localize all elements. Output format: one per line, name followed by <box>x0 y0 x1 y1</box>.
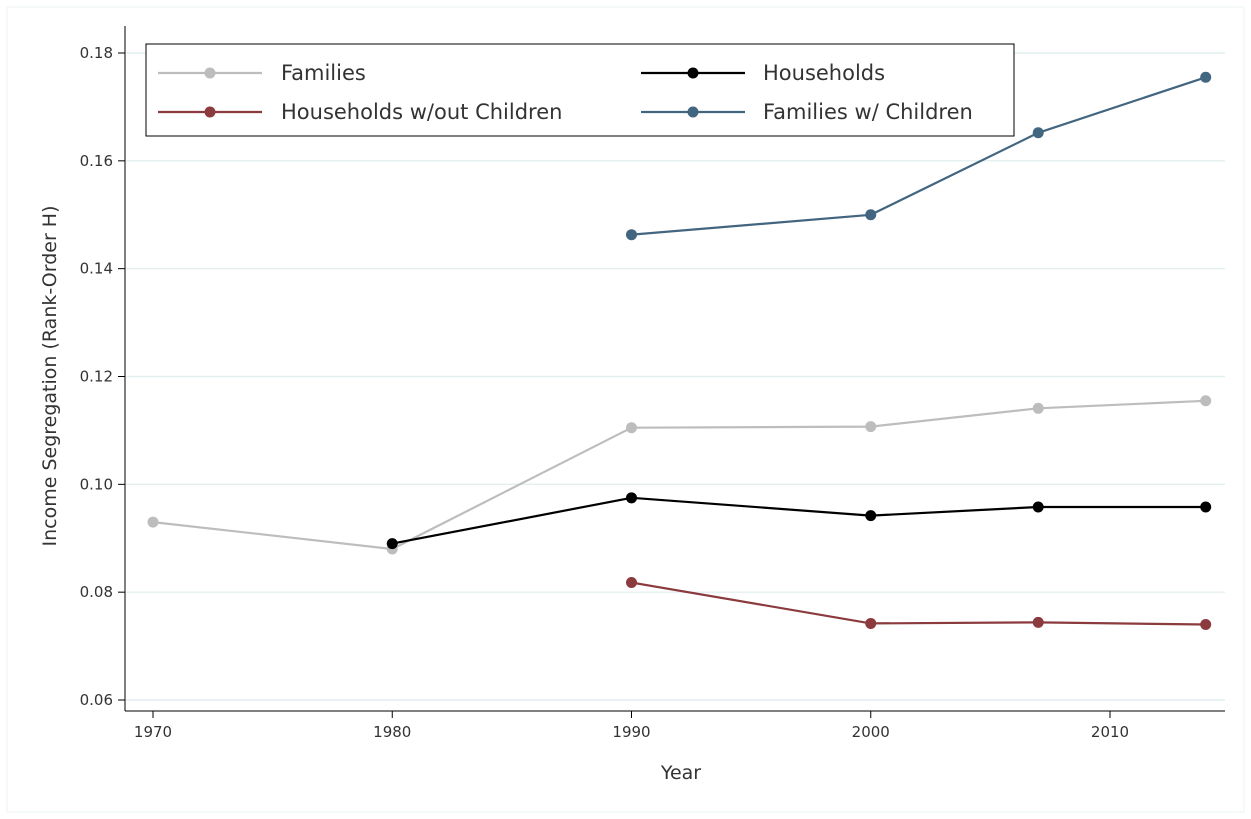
x-tick-label: 1970 <box>134 723 172 741</box>
data-series <box>147 71 1212 631</box>
legend-swatch-marker <box>687 106 699 118</box>
y-tick-label: 0.18 <box>80 44 113 62</box>
data-point <box>1032 402 1044 414</box>
legend-box <box>145 43 1015 137</box>
data-point <box>386 538 398 550</box>
outer-border <box>6 6 1245 813</box>
data-point <box>1200 619 1212 631</box>
data-point <box>1032 127 1044 139</box>
legend-label: Families <box>281 61 366 85</box>
legend-label: Households w/out Children <box>281 100 562 124</box>
legend: Families Households Households w/out Child… <box>145 43 1015 137</box>
series-households-w-out-children <box>626 576 1212 631</box>
data-point <box>865 510 877 522</box>
legend-item: Families w/ Children <box>641 100 973 124</box>
x-tick-label: 1990 <box>612 723 650 741</box>
y-tick-label: 0.14 <box>80 260 113 278</box>
legend-item: Families <box>158 61 366 85</box>
x-tick-label: 2000 <box>852 723 890 741</box>
legend-item: Households w/out Children <box>158 100 562 124</box>
gridlines <box>126 52 1225 701</box>
data-point <box>1200 395 1212 407</box>
data-point <box>1032 616 1044 628</box>
y-axis-title: Income Segregation (Rank-Order H) <box>39 206 61 547</box>
y-tick-label: 0.12 <box>80 368 113 386</box>
x-axis-title: Year <box>660 762 701 784</box>
data-point <box>626 229 637 241</box>
legend-item: Households <box>641 61 885 85</box>
data-point <box>1032 501 1044 513</box>
data-point <box>865 209 877 221</box>
data-point <box>626 492 637 504</box>
data-point <box>626 422 637 434</box>
data-point <box>865 617 877 629</box>
series-line <box>631 76 1207 236</box>
legend-swatch-marker <box>204 106 216 118</box>
x-tick-label: 1980 <box>373 723 411 741</box>
y-tick-label: 0.10 <box>80 475 113 493</box>
data-point <box>147 516 159 528</box>
data-point <box>1200 501 1212 513</box>
legend-label: Households <box>763 61 885 85</box>
data-point <box>1200 71 1212 83</box>
data-point <box>626 576 637 588</box>
legend-swatch-marker <box>687 67 699 79</box>
series-families <box>147 395 1212 555</box>
legend-label: Families w/ Children <box>763 100 973 124</box>
series-line <box>152 399 1206 551</box>
series-line <box>392 496 1206 545</box>
x-tick-label: 2010 <box>1091 723 1129 741</box>
legend-swatch-marker <box>204 67 216 79</box>
series-households <box>386 492 1212 550</box>
y-tick-label: 0.16 <box>80 152 113 170</box>
y-tick-label: 0.06 <box>80 691 113 709</box>
series-families-w-children <box>626 71 1212 241</box>
y-tick-label: 0.08 <box>80 583 113 601</box>
axes: 0.06 0.08 0.10 0.12 0.14 0.16 0.18 1970 1980 1990… <box>80 26 1225 741</box>
series-line <box>631 581 1206 626</box>
data-point <box>865 421 877 433</box>
